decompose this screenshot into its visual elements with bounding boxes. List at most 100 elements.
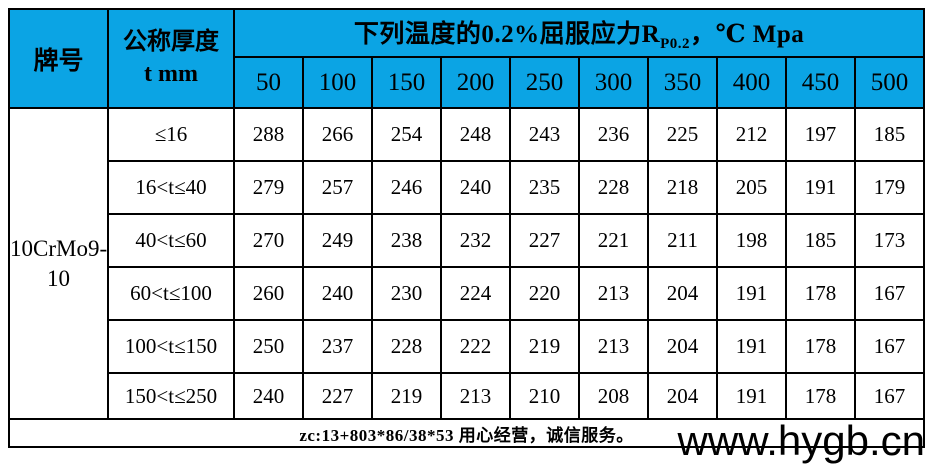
temperature-column-header: 50 (233, 56, 304, 109)
yield-stress-value-cell: 205 (716, 160, 787, 215)
yield-stress-value-cell: 204 (647, 372, 718, 420)
grade-column-label: 牌号 (33, 47, 84, 75)
table-title: 下列温度的0.2%屈服应力RP0.2，℃ Mpa (232, 8, 926, 58)
temperature-column-header: 200 (440, 56, 511, 109)
yield-stress-value-cell: 198 (716, 213, 787, 268)
thickness-cell: 16<t≤40 (107, 160, 235, 215)
yield-stress-value-cell: 270 (233, 213, 304, 268)
table-footer: zc:13+803*86/38*53 用心经营，诚信服务。 (7, 418, 926, 448)
footer-note: zc:13+803*86/38*53 用心经营，诚信服务。 (7, 418, 926, 448)
table-row: 10CrMo9- 10 ≤16 288 266 254 248 243 236 225 212 197… (8, 107, 926, 420)
yield-stress-value-cell: 213 (578, 266, 649, 321)
thickness-cell: 60<t≤100 (107, 266, 235, 321)
yield-stress-value-cell: 204 (647, 319, 718, 374)
thickness-cell: 40<t≤60 (107, 213, 235, 268)
yield-stress-value-cell: 219 (371, 372, 442, 420)
yield-stress-value-cell: 213 (440, 372, 511, 420)
temperature-column-header: 400 (716, 56, 787, 109)
yield-stress-value-cell: 167 (853, 372, 926, 420)
table-row: 150<t≤250 240 227 219 213 210 208 204 191 178 167 (9, 372, 926, 420)
yield-stress-value-cell: 185 (785, 213, 856, 268)
yield-stress-value-cell: 218 (647, 160, 718, 215)
yield-stress-value-cell: 230 (371, 266, 442, 321)
yield-stress-value-cell: 213 (578, 319, 649, 374)
thickness-cell: 150<t≤250 (107, 372, 235, 420)
table-header: 牌号 公称厚度 t mm 下列温度的0.2%屈服应力RP0.2，℃ Mpa 50… (8, 8, 926, 109)
yield-stress-value-cell: 240 (233, 372, 304, 420)
yield-stress-value-cell: 232 (440, 213, 511, 268)
yield-stress-value-cell: 178 (785, 372, 856, 420)
grade-column-header: 牌号 (8, 8, 109, 109)
yield-stress-value-cell: 185 (853, 107, 926, 162)
yield-stress-value-cell: 191 (716, 266, 787, 321)
yield-stress-value-cell: 191 (716, 319, 787, 374)
yield-stress-value-cell: 221 (578, 213, 649, 268)
temperature-column-header: 300 (578, 56, 649, 109)
watermark-url: www.hygb.cn (677, 417, 925, 464)
yield-stress-value-cell: 240 (302, 266, 373, 321)
yield-stress-value-cell: 250 (233, 319, 304, 374)
yield-stress-value-cell: 288 (233, 107, 304, 162)
temperature-column-header: 150 (371, 56, 442, 109)
yield-stress-value-cell: 197 (785, 107, 856, 162)
yield-stress-value-cell: 236 (578, 107, 649, 162)
yield-stress-value-cell: 279 (233, 160, 304, 215)
table-row: 100<t≤150 250 237 228 222 219 213 204 191 178 167 (9, 319, 926, 374)
yield-stress-table: 牌号 公称厚度 t mm 下列温度的0.2%屈服应力RP0.2，℃ Mpa 50… (7, 8, 926, 448)
yield-stress-value-cell: 227 (509, 213, 580, 268)
grade-cell-line: 10CrMo9- (10, 235, 108, 261)
grade-cell-line: 10 (47, 265, 70, 291)
yield-stress-value-cell: 212 (716, 107, 787, 162)
temperature-column-header: 250 (509, 56, 580, 109)
yield-stress-value-cell: 243 (509, 107, 580, 162)
yield-stress-value-cell: 208 (578, 372, 649, 420)
yield-stress-value-cell: 254 (371, 107, 442, 162)
yield-stress-value-cell: 191 (716, 372, 787, 420)
temperature-column-header: 100 (302, 56, 373, 109)
yield-stress-value-cell: 167 (853, 319, 926, 374)
yield-stress-value-cell: 178 (785, 319, 856, 374)
yield-stress-value-cell: 266 (302, 107, 373, 162)
table-row: 16<t≤40 279 257 246 240 235 228 218 205 191 179 (9, 160, 926, 215)
grade-cell: 10CrMo9- 10 (8, 107, 109, 420)
yield-stress-value-cell: 257 (302, 160, 373, 215)
yield-stress-value-cell: 179 (853, 160, 926, 215)
yield-stress-value-cell: 228 (371, 319, 442, 374)
yield-stress-value-cell: 235 (509, 160, 580, 215)
yield-stress-value-cell: 173 (853, 213, 926, 268)
yield-stress-value-cell: 220 (509, 266, 580, 321)
yield-stress-value-cell: 260 (233, 266, 304, 321)
yield-stress-value-cell: 238 (371, 213, 442, 268)
yield-stress-value-cell: 191 (785, 160, 856, 215)
table-row: 60<t≤100 260 240 230 224 220 213 204 191 178 167 (9, 266, 926, 321)
temperature-column-header: 500 (853, 56, 926, 109)
yield-stress-value-cell: 228 (578, 160, 649, 215)
thickness-column-label-line2: t mm (144, 60, 198, 87)
thickness-cell: 100<t≤150 (107, 319, 235, 374)
table-title-prefix: 下列温度的0.2%屈服应力R (353, 20, 661, 48)
table-title-subscript: P0.2 (660, 35, 691, 52)
yield-stress-value-cell: 227 (302, 372, 373, 420)
table-title-suffix: ，℃ Mpa (690, 20, 805, 48)
yield-stress-value-cell: 248 (440, 107, 511, 162)
temperature-column-header: 450 (785, 56, 856, 109)
yield-stress-value-cell: 219 (509, 319, 580, 374)
yield-stress-value-cell: 211 (647, 213, 718, 268)
yield-stress-value-cell: 204 (647, 266, 718, 321)
footer-row: zc:13+803*86/38*53 用心经营，诚信服务。 (7, 418, 926, 448)
thickness-cell: ≤16 (107, 107, 235, 162)
table-row: 40<t≤60 270 249 238 232 227 221 211 198 185 173 (9, 213, 926, 268)
yield-stress-value-cell: 210 (509, 372, 580, 420)
temperature-column-header: 350 (647, 56, 718, 109)
yield-stress-value-cell: 167 (853, 266, 926, 321)
yield-stress-value-cell: 240 (440, 160, 511, 215)
yield-stress-value-cell: 222 (440, 319, 511, 374)
yield-stress-value-cell: 178 (785, 266, 856, 321)
yield-stress-value-cell: 249 (302, 213, 373, 268)
thickness-column-label-line1: 公称厚度 (123, 29, 219, 56)
header-row-top: 牌号 公称厚度 t mm 下列温度的0.2%屈服应力RP0.2，℃ Mpa (8, 8, 926, 109)
yield-stress-value-cell: 237 (302, 319, 373, 374)
yield-stress-value-cell: 224 (440, 266, 511, 321)
yield-stress-value-cell: 246 (371, 160, 442, 215)
